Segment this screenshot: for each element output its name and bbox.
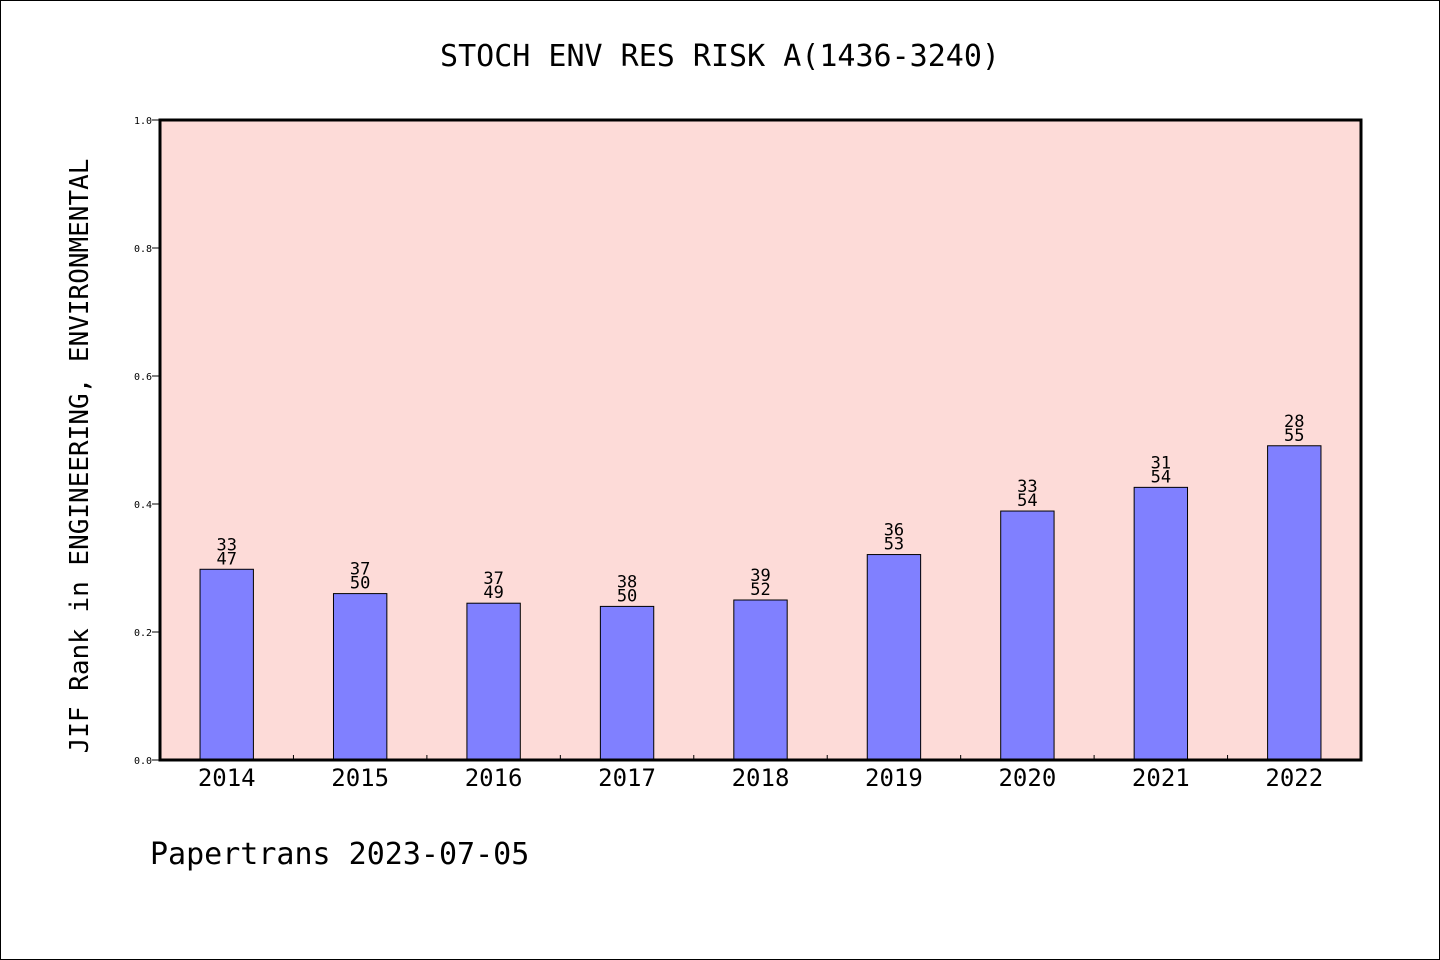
- y-tick-label: 1.0: [134, 116, 152, 127]
- x-tick-label: 2018: [732, 764, 790, 792]
- bar-2015: [332, 593, 388, 761]
- chart-title: STOCH ENV RES RISK A(1436-3240): [440, 39, 1000, 74]
- x-tick-label: 2014: [198, 764, 256, 792]
- x-tick-label: 2021: [1132, 764, 1190, 792]
- bar-total-label: 50: [350, 574, 370, 594]
- x-tick-label: 2016: [465, 764, 523, 792]
- bars-group: [199, 445, 1322, 761]
- y-axis: 0.0 0.2 0.4 0.6 0.8 1.0: [134, 116, 160, 767]
- x-tick-label: 2017: [598, 764, 656, 792]
- y-tick-label: 0.0: [134, 756, 152, 767]
- bar-total-label: 49: [483, 583, 503, 603]
- bar-rank-label: 33: [216, 535, 236, 555]
- bar-total-label: 50: [617, 586, 637, 606]
- bar-total-label: 54: [1017, 491, 1037, 511]
- bar-rank-label: 38: [617, 572, 637, 592]
- y-tick-label: 0.6: [134, 372, 152, 383]
- y-tick-label: 0.2: [134, 628, 152, 639]
- x-tick-label: 2020: [998, 764, 1056, 792]
- bar-2016: [466, 602, 521, 761]
- bar-2022: [1267, 445, 1322, 761]
- footer-text: Papertrans 2023-07-05: [150, 837, 529, 872]
- y-axis-label: JIF Rank in ENGINEERING, ENVIRONMENTAL: [65, 159, 95, 754]
- x-tick-label: 2019: [865, 764, 923, 792]
- bar-rank-label: 37: [350, 560, 370, 580]
- plot-border: [158, 118, 1363, 762]
- y-tick-label: 0.4: [134, 500, 152, 511]
- bar-rank-label: 33: [1017, 477, 1037, 497]
- bar-rank-label: 31: [1151, 453, 1171, 473]
- bar-2020: [1000, 510, 1055, 761]
- bar-rank-label: 39: [750, 566, 770, 586]
- bar-2018: [733, 599, 788, 761]
- x-tick-label: 2015: [331, 764, 389, 792]
- x-axis: 2014 2015 2016 2017 2018 2019 2020 2021 2022: [198, 755, 1323, 792]
- bar-total-label: 55: [1284, 426, 1304, 446]
- bar-rank-label: 28: [1284, 412, 1304, 432]
- bar-rank-label: 37: [483, 569, 503, 589]
- x-tick-label: 2022: [1265, 764, 1323, 792]
- bar-2019: [866, 554, 922, 761]
- bar-2021: [1133, 486, 1189, 761]
- bar-total-label: 54: [1151, 467, 1171, 487]
- bar-total-label: 52: [750, 580, 770, 600]
- bar-2017: [599, 605, 655, 761]
- y-tick-label: 0.8: [134, 244, 152, 255]
- bar-total-label: 53: [884, 535, 904, 555]
- bar-2014: [199, 568, 254, 761]
- bar-rank-label: 36: [884, 521, 904, 541]
- bar-total-label: 47: [216, 549, 236, 569]
